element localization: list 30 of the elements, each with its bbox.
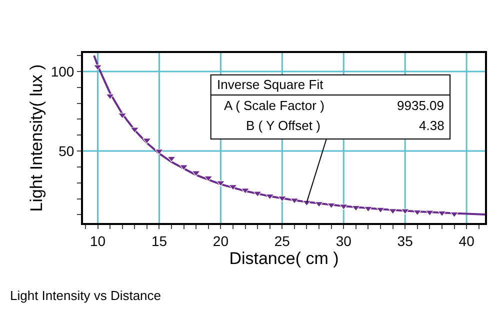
text: Light Intensity vs Distance xyxy=(10,288,162,304)
x-tick-label: 10 xyxy=(90,232,106,249)
x-tick-label: 20 xyxy=(212,232,229,249)
point xyxy=(118,112,127,119)
point xyxy=(278,196,286,202)
point xyxy=(204,176,213,182)
point xyxy=(413,210,422,216)
point xyxy=(167,156,176,162)
point xyxy=(266,194,274,200)
point xyxy=(253,191,262,198)
x-tick-label: 25 xyxy=(274,232,290,249)
point xyxy=(376,207,385,214)
annotation: A ( Scale Factor ) xyxy=(224,98,324,113)
y-tick-label: 100 xyxy=(50,63,74,80)
x-tick-label: 35 xyxy=(397,232,414,249)
y-axis-title: Light Intensity( lux ) xyxy=(26,64,46,212)
point xyxy=(106,94,114,100)
point xyxy=(400,208,410,215)
annotation: 9935.09 xyxy=(397,98,444,113)
annotation: B ( Y Offset ) xyxy=(246,118,320,133)
x-tick-label: 30 xyxy=(336,232,352,249)
y-tick-label: 50 xyxy=(58,142,74,159)
x-axis-title: Distance( cm ) xyxy=(229,248,339,268)
point xyxy=(130,127,139,134)
annotation: Inverse Square Fit xyxy=(217,77,324,92)
x-tick-label: 15 xyxy=(151,232,168,249)
annotation: 4.38 xyxy=(419,118,444,133)
x-tick-label: 40 xyxy=(458,232,475,249)
point xyxy=(438,210,446,217)
point xyxy=(352,205,360,212)
